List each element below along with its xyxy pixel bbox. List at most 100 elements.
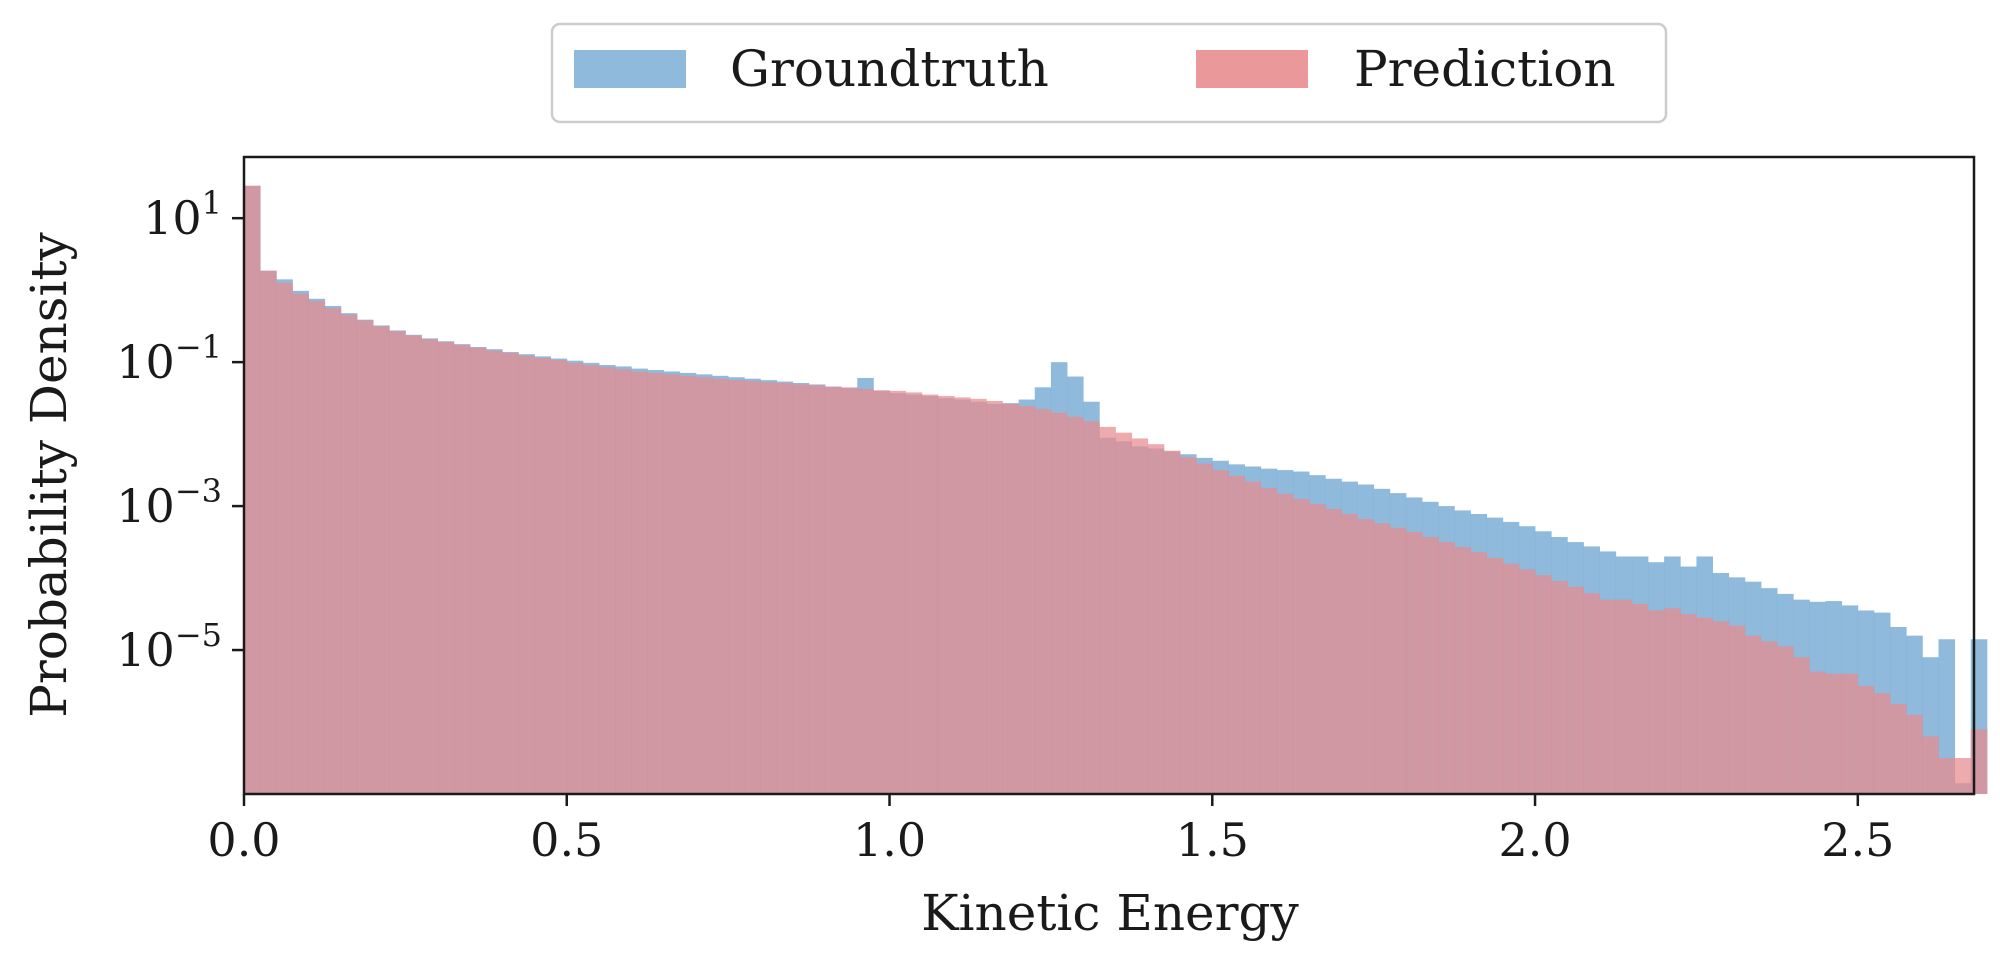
- bar-prediction: [1599, 599, 1617, 794]
- bar-prediction: [1486, 557, 1504, 794]
- bar-prediction: [1260, 488, 1278, 794]
- bar-prediction: [1131, 438, 1149, 794]
- bar-prediction: [1567, 586, 1584, 794]
- bar-prediction: [1938, 758, 1956, 794]
- bar-prediction: [1422, 537, 1439, 794]
- bar-prediction: [1890, 704, 1907, 794]
- bar-prediction: [937, 395, 955, 794]
- bar-prediction: [631, 371, 648, 794]
- bar-prediction: [1341, 514, 1358, 794]
- bar-prediction: [1551, 580, 1568, 794]
- bar-prediction: [1050, 412, 1068, 794]
- bar-prediction: [647, 372, 664, 794]
- bar-prediction: [1389, 527, 1407, 794]
- bar-prediction: [389, 331, 406, 794]
- bar-prediction: [1276, 493, 1294, 794]
- bar-prediction: [421, 339, 439, 794]
- bar-prediction: [824, 386, 842, 794]
- bar-prediction: [1357, 519, 1375, 794]
- x-tick-label: 0.0: [207, 813, 280, 867]
- bar-prediction: [566, 362, 584, 794]
- histogram-bars: [244, 185, 1988, 795]
- bar-prediction: [1922, 736, 1939, 794]
- bar-prediction: [1857, 686, 1875, 794]
- bar-prediction: [970, 398, 987, 794]
- bar-prediction: [405, 335, 422, 794]
- bar-prediction: [1244, 481, 1262, 794]
- bar-prediction: [1744, 635, 1762, 794]
- plot-frame: [242, 155, 1976, 796]
- legend-label-groundtruth: Groundtruth: [730, 40, 1049, 98]
- bar-prediction: [954, 397, 971, 794]
- bar-prediction: [1309, 503, 1326, 794]
- bar-prediction: [534, 357, 552, 794]
- bar-prediction: [728, 380, 745, 794]
- bar-prediction: [986, 401, 1003, 794]
- bar-prediction: [486, 350, 503, 794]
- legend-frame: [550, 22, 1668, 124]
- bar-prediction: [1163, 450, 1181, 794]
- bar-prediction: [1583, 593, 1600, 794]
- bar-prediction: [841, 387, 858, 794]
- x-tick-label: 1.5: [1176, 813, 1249, 867]
- bar-prediction: [502, 352, 519, 794]
- bar-prediction: [1180, 457, 1197, 794]
- bar-prediction: [695, 377, 713, 794]
- bar-prediction: [1809, 671, 1826, 794]
- bar-prediction: [1454, 547, 1471, 794]
- x-axis-ticks: 0.0 0.5 1.0 1.5 2.0 2.5: [207, 794, 1894, 867]
- bar-prediction: [1518, 569, 1536, 794]
- x-tick-label: 2.5: [1821, 813, 1894, 867]
- bar-prediction: [308, 300, 326, 794]
- bar-prediction: [1373, 523, 1391, 794]
- y-tick-label: 10−3: [116, 472, 222, 533]
- bar-prediction: [550, 359, 568, 794]
- legend-swatch-groundtruth: [574, 50, 686, 88]
- bar-prediction: [340, 314, 358, 794]
- bar-prediction: [1648, 610, 1665, 794]
- bar-prediction: [1712, 621, 1730, 794]
- bar-prediction: [1502, 563, 1520, 794]
- bar-prediction: [921, 394, 939, 794]
- bar-prediction: [1099, 426, 1116, 794]
- bar-prediction: [1196, 463, 1213, 794]
- bar-prediction: [518, 355, 535, 794]
- bar-prediction: [1696, 617, 1713, 794]
- bar-prediction: [276, 282, 293, 794]
- y-tick-label: 101: [143, 184, 222, 245]
- bar-prediction: [1680, 614, 1697, 794]
- bar-prediction: [889, 390, 907, 794]
- bar-prediction: [292, 293, 309, 794]
- bar-prediction: [873, 390, 890, 794]
- bar-prediction: [792, 384, 810, 794]
- y-tick-label: 10−1: [116, 328, 222, 389]
- bar-prediction: [1018, 406, 1036, 794]
- bar-groundtruth: [1938, 639, 1956, 794]
- bar-prediction: [1292, 498, 1310, 794]
- bar-prediction: [1728, 625, 1746, 794]
- legend: Groundtruth Prediction: [550, 22, 1668, 124]
- bar-prediction: [1067, 416, 1084, 794]
- bar-prediction: [1325, 508, 1342, 794]
- bar-prediction: [260, 270, 277, 795]
- bar-prediction: [679, 375, 697, 794]
- bar-prediction: [712, 378, 729, 794]
- y-axis-ticks: 101 10−1 10−3 10−5: [116, 184, 244, 677]
- bar-prediction: [1083, 421, 1100, 794]
- series-prediction: [244, 185, 1988, 795]
- bar-prediction: [356, 320, 374, 794]
- legend-swatch-prediction: [1196, 50, 1308, 88]
- bar-prediction: [1034, 408, 1052, 794]
- bar-prediction: [1793, 657, 1810, 794]
- bar-prediction: [1631, 603, 1649, 794]
- bar-prediction: [1615, 599, 1633, 794]
- bar-prediction: [776, 383, 794, 794]
- bar-prediction: [373, 326, 390, 794]
- bar-prediction: [857, 388, 874, 794]
- bar-prediction: [1777, 646, 1794, 794]
- bar-prediction: [1841, 673, 1859, 794]
- bar-prediction: [615, 369, 632, 794]
- bar-prediction: [744, 380, 761, 794]
- x-tick-label: 1.0: [853, 813, 926, 867]
